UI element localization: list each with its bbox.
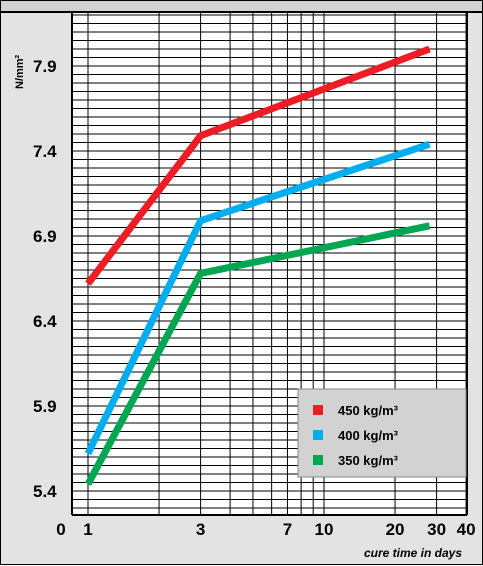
legend-swatch-1	[313, 405, 323, 415]
x-tick-labels: 0 1 3 7 10 20 30 40	[56, 520, 475, 539]
legend-label-2: 400 kg/m³	[338, 428, 399, 443]
x-tick-label: 1	[83, 520, 92, 539]
series-line-3	[84, 222, 431, 486]
x-axis-label: cure time in days	[364, 546, 462, 560]
x-tick-label: 3	[196, 520, 205, 539]
y-tick-label: 7.4	[33, 142, 57, 161]
header-band	[1, 1, 482, 13]
series-line-2	[84, 140, 431, 456]
x-tick-label: 7	[283, 520, 292, 539]
legend: 450 kg/m³ 400 kg/m³ 350 kg/m³	[297, 388, 467, 478]
legend-swatch-2	[313, 430, 323, 440]
y-tick-label: 6.4	[33, 312, 57, 331]
y-tick-label: 6.9	[33, 227, 57, 246]
y-axis-label: N/mm²	[14, 54, 26, 89]
legend-label-1: 450 kg/m³	[338, 403, 399, 418]
x-tick-label: 10	[315, 520, 334, 539]
x-tick-label: 30	[427, 520, 446, 539]
legend-box	[297, 388, 467, 478]
y-tick-label: 5.4	[33, 482, 57, 501]
series-line-1	[85, 45, 431, 286]
legend-label-3: 350 kg/m³	[338, 453, 399, 468]
series-lines	[84, 45, 431, 486]
y-tick-label: 7.9	[33, 57, 57, 76]
x-tick-label: 20	[386, 520, 405, 539]
y-tick-label: 5.9	[33, 397, 57, 416]
legend-swatch-3	[313, 455, 323, 465]
y-tick-labels: 5.4 5.9 6.4 6.9 7.4 7.9	[33, 57, 57, 501]
x-tick-label: 0	[56, 520, 65, 539]
x-tick-label: 40	[457, 520, 476, 539]
